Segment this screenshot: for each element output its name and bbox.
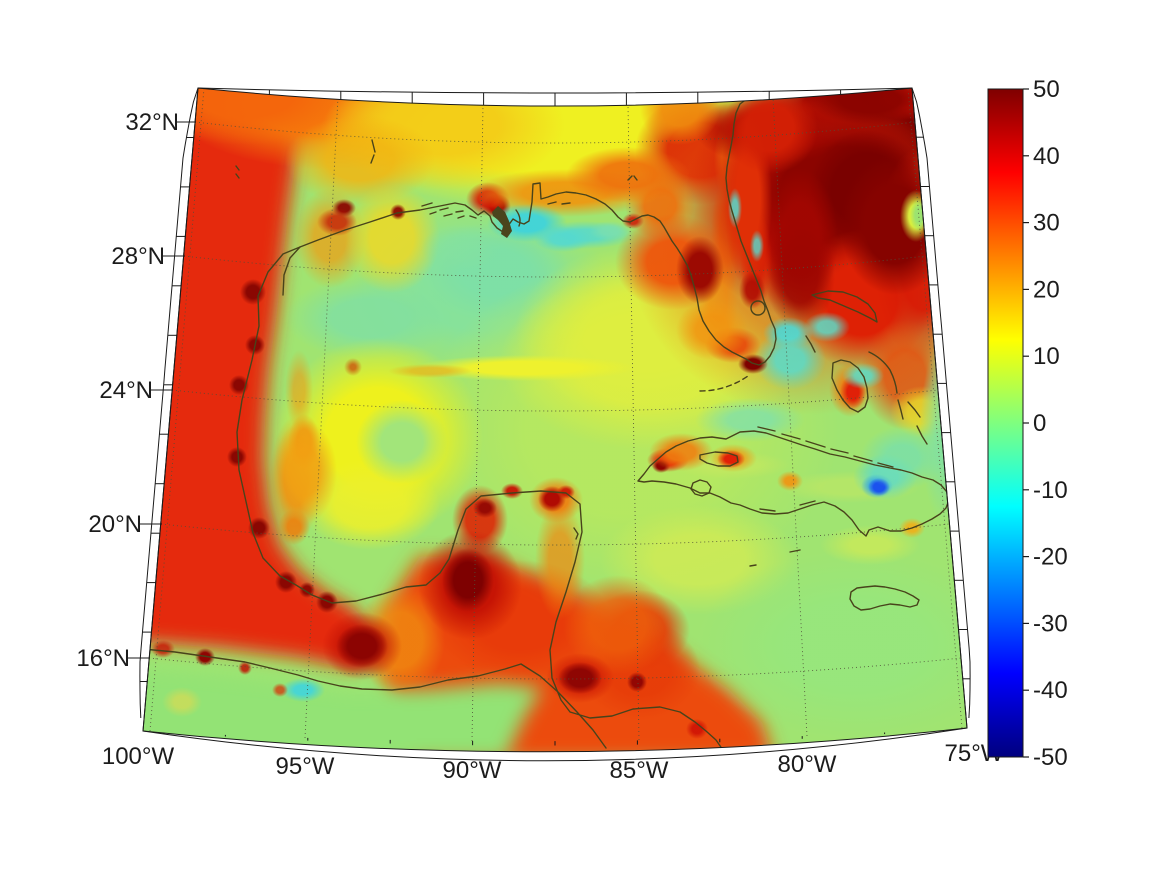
- svg-text:-40: -40: [1033, 677, 1068, 704]
- svg-text:50: 50: [1033, 76, 1060, 103]
- svg-text:80°W: 80°W: [778, 751, 837, 778]
- svg-text:20: 20: [1033, 276, 1060, 303]
- svg-text:100°W: 100°W: [102, 743, 175, 770]
- svg-text:20°N: 20°N: [88, 511, 142, 538]
- svg-text:10: 10: [1033, 343, 1060, 370]
- svg-text:32°N: 32°N: [125, 109, 179, 136]
- svg-text:28°N: 28°N: [111, 243, 165, 270]
- svg-text:90°W: 90°W: [443, 757, 502, 784]
- svg-text:40: 40: [1033, 143, 1060, 170]
- svg-text:-30: -30: [1033, 610, 1068, 637]
- svg-text:-10: -10: [1033, 477, 1068, 504]
- svg-text:30: 30: [1033, 210, 1060, 237]
- svg-text:16°N: 16°N: [76, 645, 130, 672]
- svg-text:-50: -50: [1033, 744, 1068, 771]
- svg-text:-20: -20: [1033, 544, 1068, 571]
- svg-text:85°W: 85°W: [610, 757, 669, 784]
- svg-text:24°N: 24°N: [99, 377, 153, 404]
- svg-text:95°W: 95°W: [276, 753, 335, 780]
- svg-text:0: 0: [1033, 410, 1046, 437]
